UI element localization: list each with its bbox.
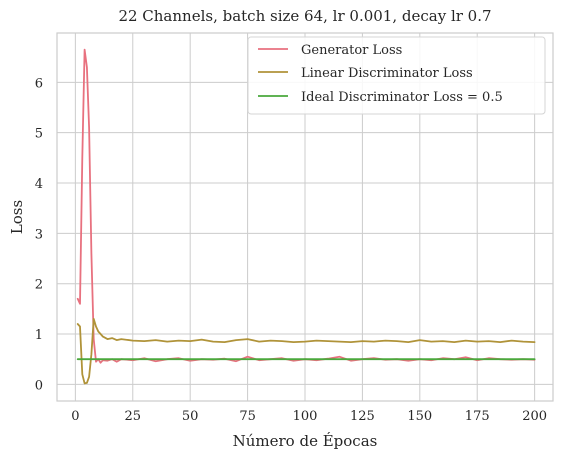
x-tick-label: 25 bbox=[125, 409, 142, 424]
y-tick-label: 5 bbox=[35, 127, 43, 142]
x-tick-label: 200 bbox=[522, 409, 547, 424]
legend-label-linear-discriminator-loss: Linear Discriminator Loss bbox=[301, 66, 473, 81]
x-tick-label: 100 bbox=[293, 409, 318, 424]
y-tick-label: 6 bbox=[35, 76, 43, 91]
legend: Generator Loss Linear Discriminator Loss… bbox=[247, 36, 546, 115]
plot-frame bbox=[56, 32, 554, 402]
y-tick-label: 1 bbox=[35, 328, 43, 343]
legend-label-ideal-discriminator-loss: Ideal Discriminator Loss = 0.5 bbox=[301, 90, 503, 105]
x-tick-label: 175 bbox=[465, 409, 490, 424]
y-axis-label: Loss bbox=[8, 200, 26, 234]
legend-box bbox=[247, 36, 546, 115]
y-tick-label: 3 bbox=[35, 227, 43, 242]
x-tick-label: 125 bbox=[350, 409, 375, 424]
x-tick-label: 150 bbox=[407, 409, 432, 424]
y-tick-label: 2 bbox=[35, 278, 43, 293]
x-tick-label: 0 bbox=[71, 409, 79, 424]
x-tick-label: 50 bbox=[182, 409, 199, 424]
x-tick-label: 75 bbox=[239, 409, 256, 424]
y-tick-label: 4 bbox=[35, 177, 43, 192]
series-layer bbox=[76, 48, 536, 385]
x-tick-labels: 0 25 50 75 100 125 150 175 200 bbox=[71, 409, 547, 424]
y-tick-labels: 0 1 2 3 4 5 6 bbox=[35, 76, 43, 393]
linear-discriminator-loss-line bbox=[76, 317, 536, 385]
chart-title: 22 Channels, batch size 64, lr 0.001, de… bbox=[118, 7, 491, 25]
x-axis-label: Número de Épocas bbox=[233, 432, 378, 450]
y-tick-label: 0 bbox=[35, 378, 43, 393]
legend-label-generator-loss: Generator Loss bbox=[301, 43, 402, 58]
